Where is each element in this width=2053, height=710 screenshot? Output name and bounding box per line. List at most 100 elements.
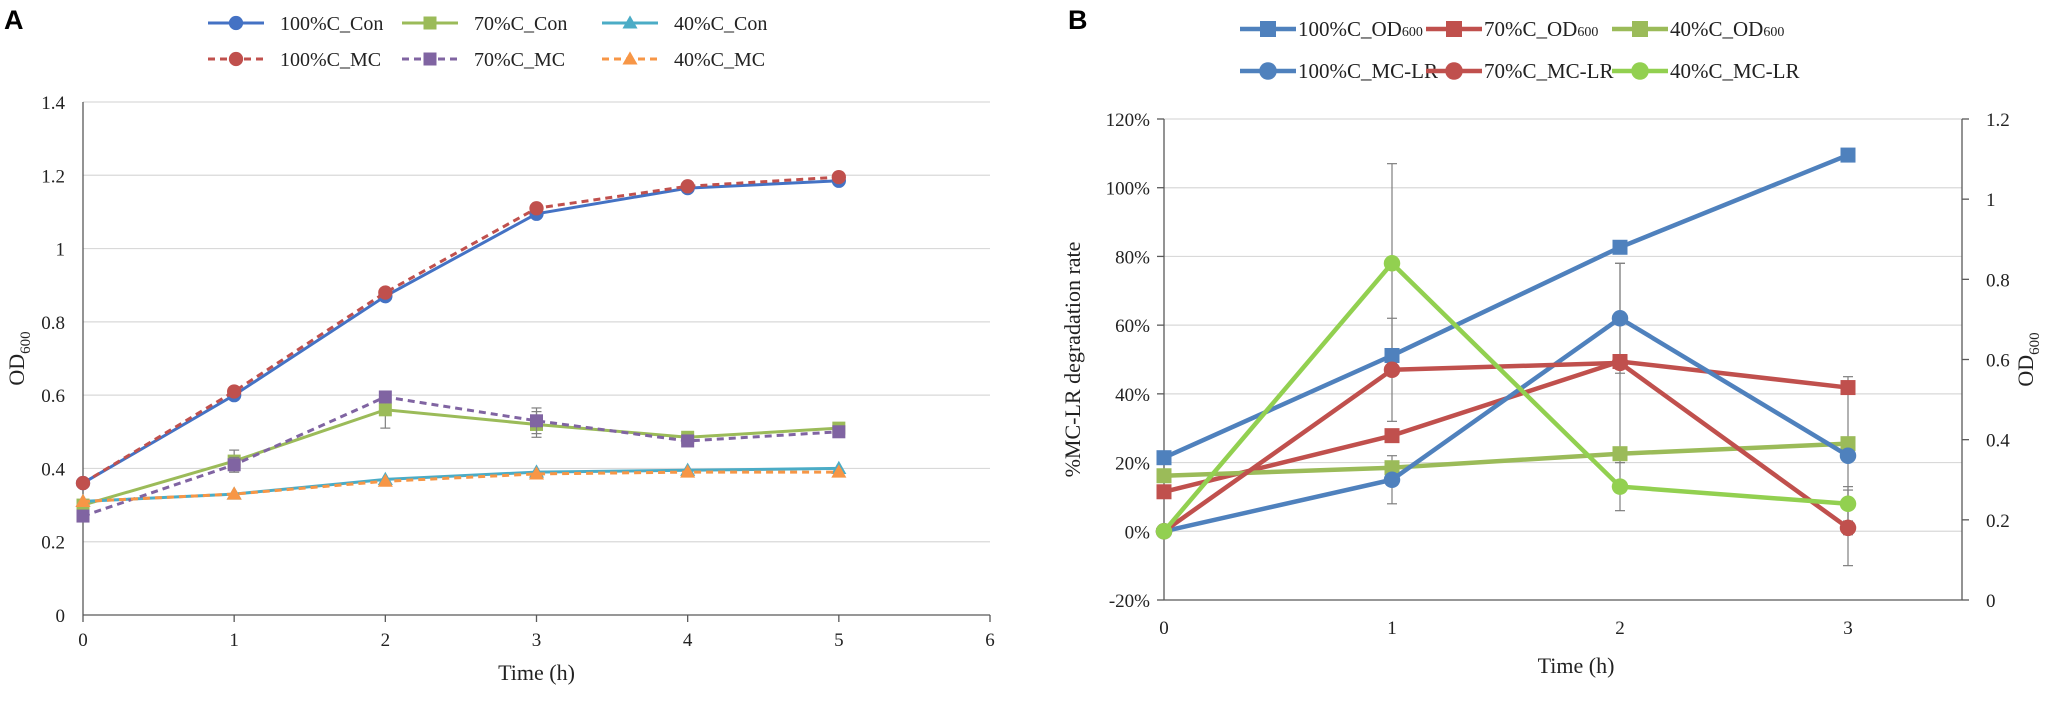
- data-point: [1612, 446, 1628, 462]
- data-point: [1383, 471, 1401, 488]
- series-70pctc-mc: [76, 390, 846, 523]
- y2-axis-title-main: OD: [2013, 355, 2038, 387]
- legend-item-70pctc-mc: 70%C_MC: [402, 49, 565, 71]
- legend-label-text: 100%C_MC-LR: [1298, 59, 1438, 83]
- series-40pctc-mc: [75, 464, 847, 507]
- data-point: [530, 414, 543, 428]
- data-point: [1155, 523, 1173, 540]
- legend-label-text: 100%C_OD: [1298, 17, 1402, 41]
- data-point: [227, 384, 242, 399]
- data-point: [528, 466, 545, 480]
- y-tick-label: 0.6: [41, 386, 65, 407]
- legend-marker: [1631, 62, 1649, 80]
- legend-marker: [423, 52, 437, 66]
- y-tick-label: -20%: [1109, 591, 1150, 612]
- legend-label-subscript: 600: [1763, 25, 1784, 40]
- y-tick-label: 0.4: [41, 459, 65, 480]
- data-point: [378, 390, 392, 404]
- legend-label-text: 70%C_MC-LR: [1484, 59, 1614, 83]
- y-tick-label: 0.8: [41, 313, 65, 334]
- y-tick-label: 0.2: [41, 533, 65, 554]
- data-point: [1839, 519, 1857, 537]
- legend-label-subscript: 600: [1402, 25, 1423, 40]
- legend-label-text: 40%C_OD: [1670, 17, 1763, 41]
- data-point: [227, 458, 241, 472]
- series-100pctc-od: [1156, 147, 1856, 466]
- series-line: [1163, 152, 1849, 460]
- data-point: [1839, 495, 1857, 513]
- x-tick-label: 3: [1843, 618, 1853, 639]
- y-tick-label: 1: [56, 240, 66, 261]
- legend-marker: [423, 16, 437, 30]
- series-40pctc-mc-lr: [1155, 255, 1857, 540]
- series-line: [1162, 360, 1850, 534]
- legend-marker: [1632, 21, 1648, 37]
- legend-label: 100%C_OD600: [1298, 17, 1423, 41]
- series-40pctc-od: [1156, 436, 1856, 484]
- data-point: [1840, 380, 1856, 396]
- data-point: [1840, 436, 1856, 452]
- legend-item-100pctc-mc: 100%C_MC: [208, 49, 381, 71]
- legend-marker: [622, 15, 638, 29]
- y-tick-label: 40%: [1115, 385, 1150, 406]
- series-line: [82, 470, 839, 503]
- y2-tick-label: 0.8: [1986, 270, 2010, 291]
- data-point: [831, 464, 847, 478]
- chart-a: 0 0.2 0.4 0.6 0.8 1 1.2 1.4 0 1 2 3 4 5 6 Time (h) OD600…: [4, 13, 995, 685]
- legend-item-70pctc-mc-lr: 70%C_MC-LR: [1426, 59, 1614, 83]
- data-point: [1611, 354, 1629, 372]
- legend-marker: [1446, 21, 1462, 37]
- x-tick-label: 6: [985, 630, 995, 651]
- y-tick-label: 0%: [1125, 522, 1151, 543]
- data-point: [1611, 478, 1629, 495]
- x-tick-label: 1: [1387, 618, 1397, 639]
- x-tick-label: 0: [78, 630, 88, 651]
- y2-tick-label: 0.4: [1986, 431, 2010, 452]
- legend-marker: [1259, 62, 1277, 80]
- data-point: [1383, 255, 1401, 272]
- y-tick-label: 20%: [1115, 454, 1150, 475]
- data-point: [1611, 310, 1629, 327]
- data-point: [378, 285, 393, 300]
- series-40pctc-con: [75, 460, 847, 507]
- legend-marker: [1260, 21, 1276, 37]
- data-point: [75, 493, 91, 507]
- series-100pctc-mc-lr: [1155, 310, 1857, 540]
- panel-a-label: A: [4, 5, 24, 35]
- legend-marker: [228, 51, 244, 67]
- x-axis-title: Time (h): [1538, 653, 1615, 678]
- legend: 100%C_Con 70%C_Con 40%C_Con 100%C_MC 70%C_MC…: [208, 13, 767, 71]
- y2-axis-title-subscript: 600: [2027, 332, 2043, 355]
- series-line: [1163, 441, 1849, 478]
- data-point: [226, 486, 242, 500]
- y-axis-title-main: OD: [4, 354, 29, 386]
- legend-item-40pctc-con: 40%C_Con: [602, 13, 767, 35]
- y-tick-label: 0: [56, 606, 66, 627]
- legend-item-40pctc-mc-lr: 40%C_MC-LR: [1612, 59, 1800, 83]
- y2-axis-title: OD600: [2013, 332, 2043, 386]
- legend-label-subscript: 600: [1577, 25, 1598, 40]
- legend-item-100pctc-od: 100%C_OD600: [1240, 17, 1423, 41]
- data-point: [1383, 361, 1401, 379]
- legend-label: 40%C_OD600: [1670, 17, 1784, 41]
- legend-item-100pctc-con: 100%C_Con: [208, 13, 383, 35]
- data-point: [831, 169, 846, 185]
- y-tick-label: 1.2: [41, 166, 65, 187]
- legend-label: 100%C_MC-LR: [1298, 59, 1438, 83]
- series-line: [1163, 315, 1850, 534]
- y-axis-title-subscript: 600: [18, 331, 34, 354]
- data-point: [378, 403, 392, 417]
- data-point: [1156, 468, 1172, 484]
- legend-marker: [622, 51, 638, 65]
- data-point: [76, 509, 90, 523]
- x-tick-label: 2: [381, 630, 391, 651]
- y-axis-title: OD600: [4, 331, 34, 385]
- series-line: [82, 175, 839, 485]
- series-line: [82, 179, 839, 485]
- data-point: [1612, 239, 1628, 255]
- y2-tick-label: 0.2: [1986, 511, 2010, 532]
- legend-label: 70%C_MC-LR: [1484, 59, 1614, 83]
- legend-label: 40%C_MC-LR: [1670, 59, 1800, 83]
- legend-item-70pctc-od: 70%C_OD600: [1426, 17, 1598, 41]
